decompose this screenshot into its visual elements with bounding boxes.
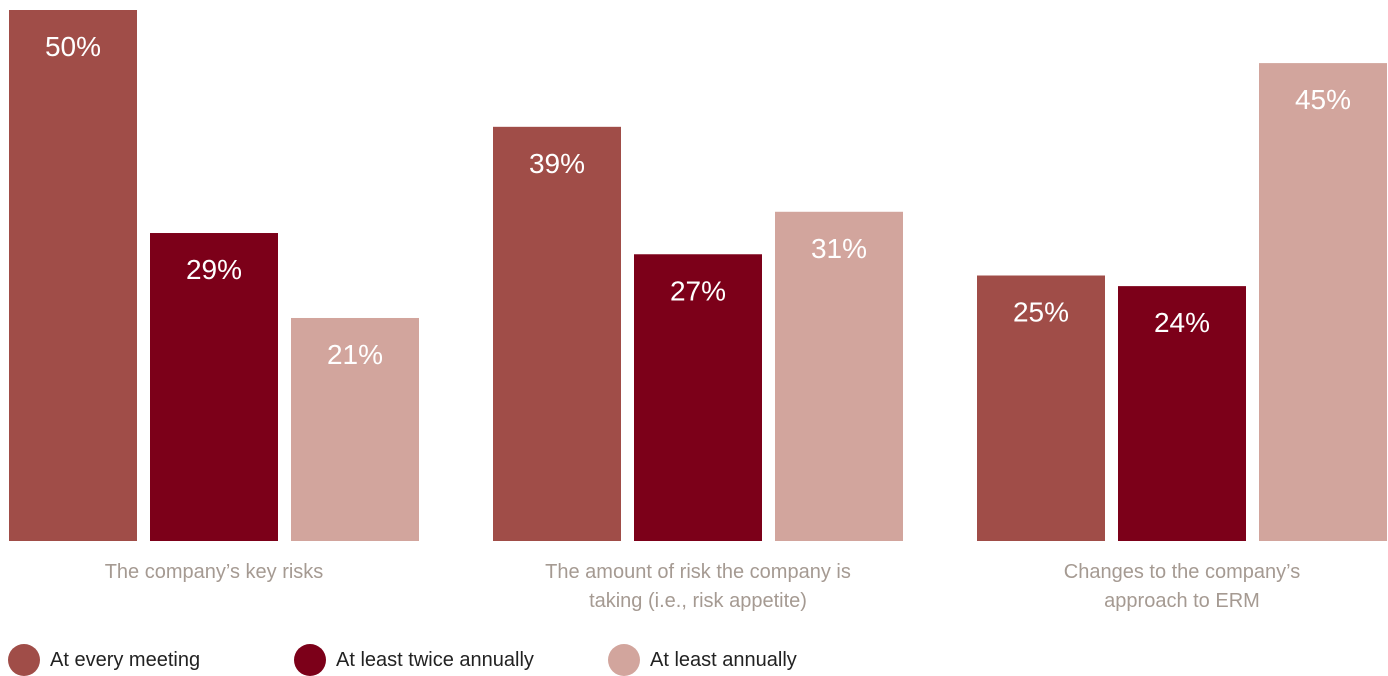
legend: At every meeting At least twice annually… — [8, 644, 1388, 676]
category-label: The amount of risk the company is — [545, 561, 851, 583]
legend-swatch-twice-annually — [294, 644, 326, 676]
category-label: The company’s key risks — [105, 561, 324, 583]
bar-1-1 — [634, 254, 762, 541]
bar-value-label: 24% — [1154, 307, 1210, 338]
bar-0-0 — [9, 10, 137, 541]
legend-item-every-meeting: At every meeting — [8, 644, 200, 676]
category-label: Changes to the company’s — [1064, 561, 1300, 583]
bar-0-2 — [291, 317, 419, 541]
bar-2-1 — [1118, 286, 1246, 541]
bar-value-label: 29% — [186, 254, 242, 285]
legend-item-twice-annually: At least twice annually — [294, 644, 534, 676]
legend-label-every-meeting: At every meeting — [50, 648, 201, 671]
bar-value-label: 50% — [45, 31, 101, 62]
bar-0-1 — [150, 233, 278, 541]
legend-swatch-annually — [608, 644, 640, 676]
bar-value-label: 27% — [670, 275, 726, 306]
category-label: taking (i.e., risk appetite) — [589, 590, 807, 612]
bar-1-0 — [493, 126, 621, 541]
bar-1-2 — [775, 211, 903, 541]
legend-item-annually: At least annually — [608, 644, 797, 676]
bar-value-label: 25% — [1013, 297, 1069, 328]
bar-2-0 — [977, 275, 1105, 541]
legend-swatch-every-meeting — [8, 644, 40, 676]
bar-value-label: 39% — [529, 148, 585, 179]
bar-2-2 — [1259, 63, 1387, 541]
bar-chart: 50% 29% 21% The company’s key risks 39% 27% 31… — [9, 10, 1387, 612]
bar-value-label: 21% — [327, 339, 383, 370]
bar-value-label: 31% — [811, 233, 867, 264]
bar-value-label: 45% — [1295, 84, 1351, 115]
legend-label-twice-annually: At least twice annually — [336, 648, 534, 671]
legend-label-annually: At least annually — [650, 648, 797, 671]
category-label: approach to ERM — [1104, 590, 1260, 612]
